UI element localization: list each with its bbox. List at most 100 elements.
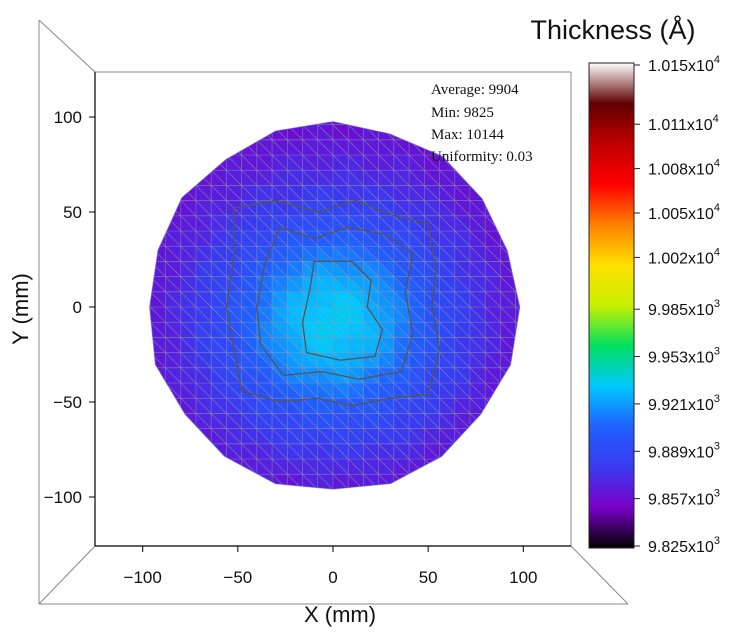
mesh-cell [180,413,197,430]
mesh-cell [271,121,288,126]
contour-line [301,260,384,361]
contour-line [225,199,441,407]
mesh-cell [240,473,258,490]
colorbar-ticks: 1.015x104 1.011x104 1.008x104 1.005x104 1.00… [634,54,720,556]
mesh-cell [408,124,425,141]
colorbar-tick-label: 9.889x103 [648,440,720,461]
mesh-cell [302,121,319,125]
x-tick-label: 50 [419,568,438,587]
frame-line [38,545,96,605]
mesh-cell [195,154,212,171]
wafer-map [149,121,521,490]
mesh-cell [515,275,520,293]
mesh-cell [149,291,151,308]
mesh-cell [180,169,197,186]
mesh-cell [195,154,212,171]
colorbar-tick-label: 1.011x104 [648,113,719,134]
mesh-cell [164,200,182,217]
mesh-cell [484,397,501,415]
mesh-cell [469,427,486,445]
mesh-cell [150,215,167,232]
mesh-cell [149,291,152,308]
mesh-cell [301,121,319,126]
mesh-cell [408,473,425,490]
mesh-cell [363,121,380,125]
colorbar-tick-label: 1.005x104 [648,202,720,223]
mesh-cell [301,489,319,490]
mesh-cell [149,260,152,277]
mesh-cell [149,306,152,323]
mesh-cell [149,306,151,323]
frame-line [38,19,96,73]
mesh-cell [500,230,517,247]
mesh-cell [332,488,349,490]
colorbar-tick-label: 9.857x103 [648,488,720,509]
y-tick-label: 0 [73,298,82,317]
mesh-cell [180,169,197,187]
mesh-cell [484,184,502,201]
stat-uniformity: Uniformity: 0.03 [431,149,533,165]
plot-box-frame [38,19,629,605]
mesh-cell [377,121,395,126]
mesh-cell [302,488,319,490]
mesh-cell [164,185,182,202]
mesh-cell [347,121,364,126]
x-tick-label: −50 [223,568,252,587]
y-tick-label: 50 [63,203,82,222]
mesh-cell [317,489,334,490]
mesh-cell [180,428,197,445]
mesh-cell [332,121,349,125]
y-axis-title: Y (mm) [8,273,33,345]
mesh-cell [149,275,152,293]
x-tick-label: 100 [509,568,537,587]
mesh-cell [149,215,166,232]
mesh-cell [378,488,395,490]
stats-box: Average: 9904 Min: 9825 Max: 10144 Unifo… [431,82,533,165]
mesh-cell [484,199,502,217]
mesh-cell [240,124,258,141]
mesh-cell [165,184,182,201]
mesh-cell [514,352,520,369]
x-tick-label: −100 [124,568,162,587]
mesh-cell [500,215,517,232]
mesh-cell [484,412,502,429]
x-axis-title: X (mm) [304,602,376,627]
mesh-cell [164,397,182,415]
stat-min: Min: 9825 [431,105,494,121]
mesh-cell [514,276,520,293]
mesh-cell [164,413,182,430]
mesh-cell [149,336,152,353]
mesh-cell [286,489,303,490]
mesh-cell [499,382,517,399]
mesh-cell [347,121,365,125]
mesh-cell [149,261,151,278]
mesh-cell [439,458,456,475]
mesh-cell [362,489,380,490]
mesh-cell [317,121,334,125]
mesh-cell [256,473,273,490]
x-tick-label: 0 [328,568,337,587]
mesh-cell [150,382,167,399]
mesh-cell [149,352,151,369]
mesh-cell [363,488,380,490]
mesh-cell [210,139,227,156]
mesh-cell [317,488,334,490]
mesh-cell [195,443,212,460]
mesh-cell [210,139,228,156]
mesh-cell [165,412,182,429]
mesh-cell [514,321,520,339]
mesh-cell [362,121,380,126]
stat-average: Average: 9904 [431,82,519,98]
mesh-cell [454,443,471,460]
mesh-cell [149,245,151,263]
mesh-cell [332,489,349,490]
colorbar [588,62,635,549]
stat-max: Max: 10144 [431,127,504,143]
mesh-cell [378,121,395,125]
mesh-cell [225,139,242,156]
mesh-cell [514,245,520,263]
wafer-surface [149,121,520,490]
contour-line [256,226,414,380]
